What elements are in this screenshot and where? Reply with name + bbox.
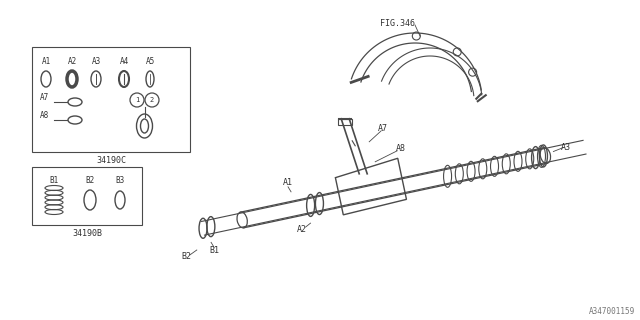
Text: A3: A3 — [561, 143, 570, 152]
Text: B3: B3 — [115, 175, 125, 185]
Bar — [32, 47, 190, 152]
Text: A3: A3 — [92, 57, 100, 66]
Text: B2: B2 — [182, 252, 192, 261]
Text: A1: A1 — [283, 178, 293, 187]
Text: A7: A7 — [40, 92, 49, 101]
Text: A1: A1 — [42, 57, 51, 66]
Text: FIG.346: FIG.346 — [380, 19, 415, 28]
Text: B1: B1 — [49, 175, 59, 185]
Text: A2: A2 — [67, 57, 77, 66]
Text: 1: 1 — [135, 97, 139, 103]
Text: 34190B: 34190B — [72, 228, 102, 237]
Text: A347001159: A347001159 — [589, 307, 635, 316]
Text: A2: A2 — [296, 225, 307, 234]
Text: A8: A8 — [396, 144, 406, 153]
Text: B1: B1 — [209, 246, 219, 255]
Text: A4: A4 — [120, 57, 129, 66]
Text: B2: B2 — [85, 175, 95, 185]
Text: 2: 2 — [150, 97, 154, 103]
Text: 34190C: 34190C — [96, 156, 126, 164]
Bar — [32, 167, 142, 225]
Text: A5: A5 — [145, 57, 155, 66]
Bar — [338, 119, 352, 125]
Text: A7: A7 — [378, 124, 388, 133]
Text: A8: A8 — [40, 110, 49, 119]
